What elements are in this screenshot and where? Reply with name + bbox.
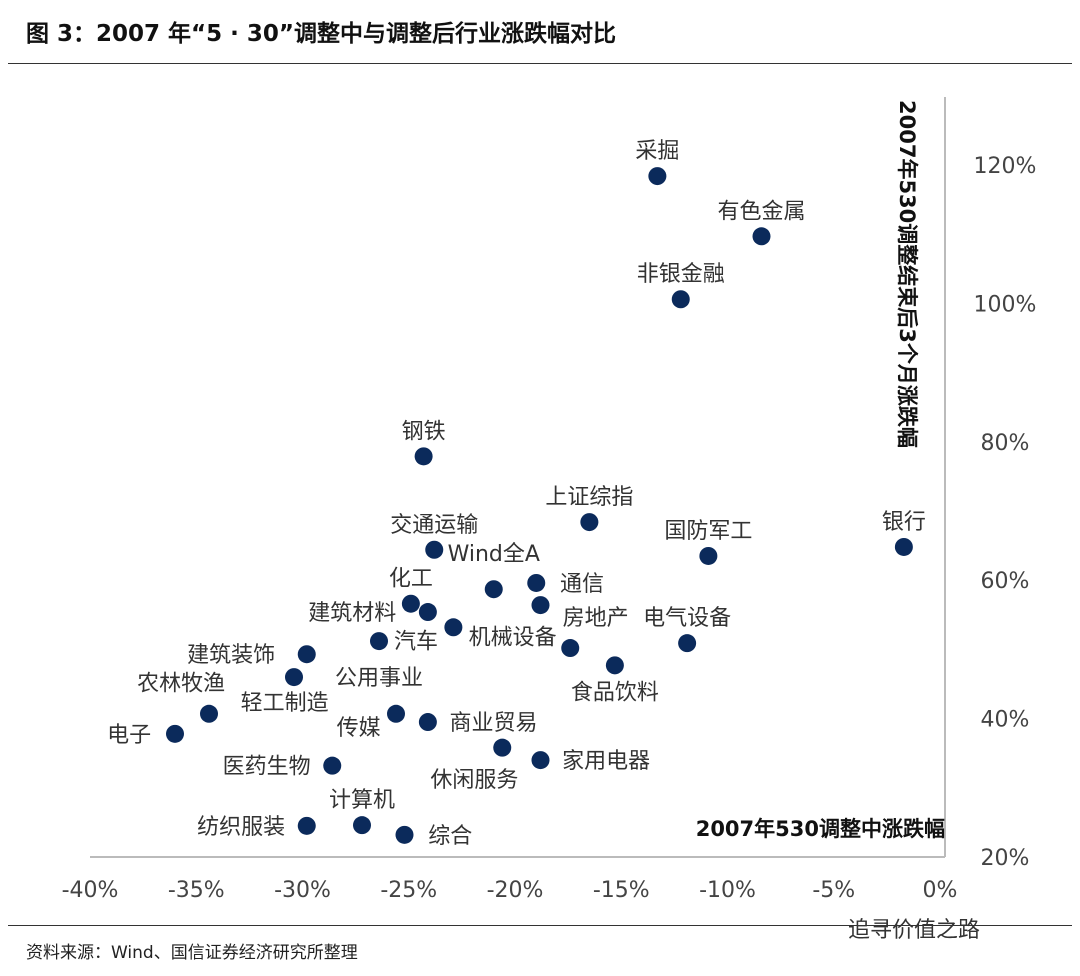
figure-title: 图 3：2007 年“5 · 30”调整中与调整后行业涨跌幅对比 <box>26 21 617 47</box>
data-point <box>484 580 503 599</box>
data-point <box>418 713 437 732</box>
data-label: 电气设备 <box>643 606 731 631</box>
data-point <box>699 546 718 565</box>
y-axis-title: 2007年530调整结束后3个月涨跌幅 <box>895 100 919 448</box>
data-label: 公用事业 <box>335 666 423 691</box>
data-label: 机械设备 <box>469 625 557 650</box>
x-tick-label: -25% <box>380 878 437 903</box>
data-label: 交通运输 <box>390 513 478 538</box>
data-point <box>531 751 550 770</box>
data-point <box>894 537 913 556</box>
x-tick-label: -5% <box>812 878 855 903</box>
title-divider <box>8 63 1072 64</box>
watermark: 追寻价值之路 <box>848 918 981 943</box>
data-label: 休闲服务 <box>430 768 518 793</box>
data-point <box>370 632 388 651</box>
data-label: 有色金属 <box>717 199 805 224</box>
y-tick-label: 40% <box>981 708 1030 733</box>
data-point <box>561 639 580 658</box>
data-label: 上证综指 <box>545 485 633 510</box>
x-tick-label: 0% <box>923 878 958 903</box>
x-tick-label: -10% <box>699 878 756 903</box>
data-label: 银行 <box>882 510 926 535</box>
data-label: 商业贸易 <box>449 711 537 736</box>
data-point <box>671 290 690 309</box>
x-axis-title: 2007年530调整中涨跌幅 <box>696 817 945 841</box>
data-point <box>752 227 771 246</box>
data-label: 农林牧渔 <box>137 672 225 697</box>
data-label: 家用电器 <box>562 749 650 774</box>
data-label: 建筑材料 <box>308 601 396 626</box>
data-point <box>353 816 371 835</box>
data-point <box>580 513 599 532</box>
data-point <box>414 447 433 466</box>
data-point <box>425 540 444 559</box>
data-label: 轻工制造 <box>241 691 329 716</box>
data-label: 纺织服装 <box>197 815 285 840</box>
data-label: 食品饮料 <box>571 680 659 705</box>
data-label: 钢铁 <box>402 419 446 444</box>
source-note: 资料来源：Wind、国信证券经济研究所整理 <box>26 943 358 963</box>
data-point <box>200 704 218 723</box>
x-tick-label: -35% <box>168 878 225 903</box>
data-point <box>297 816 316 835</box>
data-point <box>323 756 342 775</box>
data-label: 医药生物 <box>223 755 311 780</box>
x-tick-label: -20% <box>487 878 544 903</box>
data-label: 建筑装饰 <box>187 643 275 668</box>
data-point <box>297 645 316 664</box>
data-label: 计算机 <box>329 788 395 813</box>
data-label: 电子 <box>107 723 151 748</box>
data-point <box>418 603 437 622</box>
source-divider <box>8 925 1072 926</box>
data-label: 传媒 <box>337 716 381 741</box>
data-point <box>387 704 405 723</box>
data-point <box>531 596 550 615</box>
data-point <box>648 167 667 186</box>
data-label: Wind全A <box>448 542 540 567</box>
y-tick-label: 60% <box>981 569 1030 594</box>
data-label: 采掘 <box>635 139 679 164</box>
data-label: 汽车 <box>394 629 438 654</box>
data-point <box>444 618 463 637</box>
data-label: 化工 <box>389 567 433 592</box>
y-tick-label: 100% <box>974 292 1037 317</box>
data-label: 房地产 <box>563 606 629 631</box>
y-tick-label: 120% <box>974 154 1037 179</box>
data-label: 非银金融 <box>637 262 725 287</box>
data-label: 综合 <box>428 824 472 849</box>
data-point <box>395 825 414 844</box>
data-point <box>678 634 697 653</box>
x-tick-label: -15% <box>593 878 650 903</box>
data-point <box>527 573 546 592</box>
x-tick-label: -30% <box>274 878 331 903</box>
y-tick-label: 80% <box>981 431 1030 456</box>
x-tick-label: -40% <box>62 878 119 903</box>
data-point <box>493 738 512 757</box>
data-point <box>401 594 420 613</box>
data-label: 通信 <box>560 572 604 597</box>
data-point <box>166 724 184 743</box>
data-point <box>285 668 303 687</box>
data-label: 国防军工 <box>664 519 752 544</box>
data-point <box>605 656 624 675</box>
y-tick-label: 20% <box>981 846 1030 871</box>
